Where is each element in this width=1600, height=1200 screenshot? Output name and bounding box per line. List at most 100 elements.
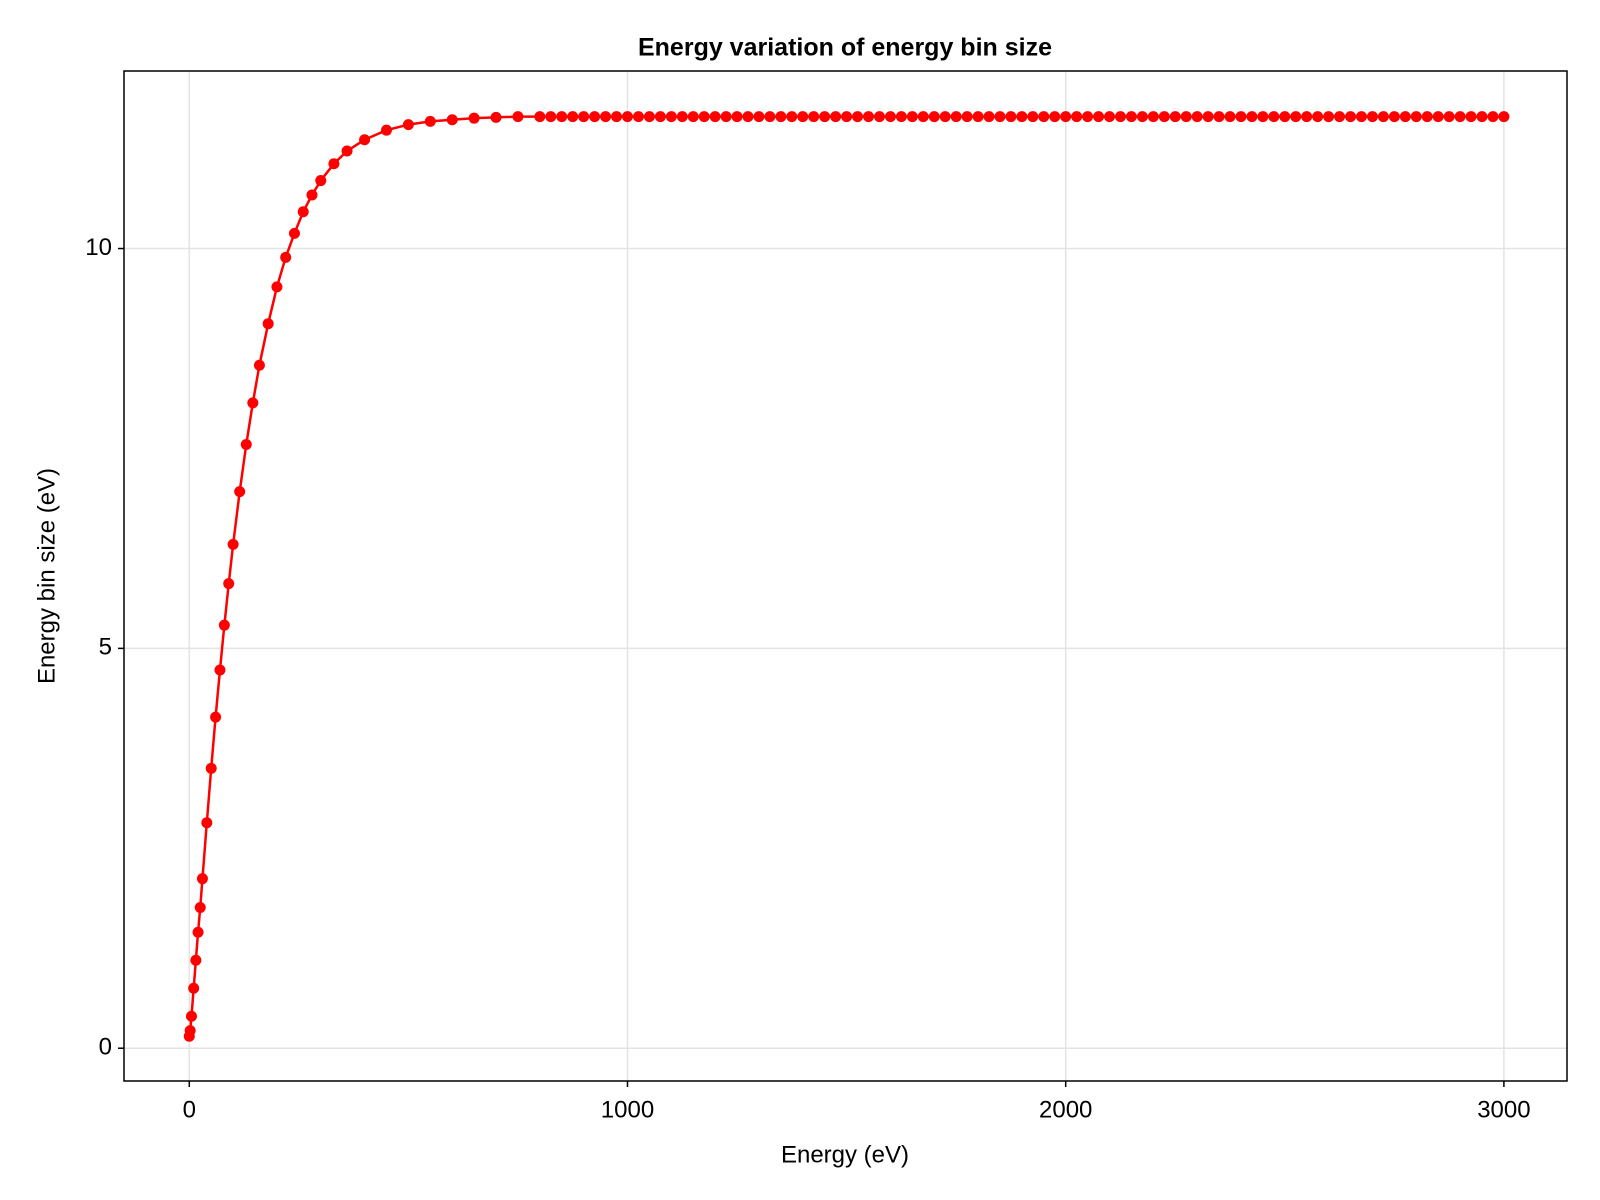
data-point <box>567 111 579 123</box>
data-point <box>328 158 340 170</box>
data-point <box>194 901 206 913</box>
data-point <box>1301 111 1313 123</box>
data-point <box>720 111 732 123</box>
data-point <box>884 111 896 123</box>
data-point <box>234 486 246 498</box>
data-point <box>280 251 292 263</box>
data-point <box>184 1025 196 1037</box>
data-point <box>600 111 612 123</box>
data-point <box>698 111 710 123</box>
data-point <box>297 206 309 218</box>
plot-frame <box>123 70 1568 1082</box>
data-point <box>1498 111 1510 123</box>
data-point <box>928 111 940 123</box>
data-point <box>895 111 907 123</box>
data-point <box>1476 111 1488 123</box>
data-point <box>917 111 929 123</box>
data-point <box>315 175 327 187</box>
data-point <box>1104 111 1116 123</box>
data-point <box>764 111 776 123</box>
data-point <box>1027 111 1039 123</box>
data-point <box>512 111 524 123</box>
data-point <box>247 397 259 409</box>
data-point <box>786 111 798 123</box>
data-point <box>621 111 633 123</box>
y-tick-label: 10 <box>85 234 112 261</box>
data-point <box>214 664 226 676</box>
data-point <box>402 119 414 131</box>
data-point <box>1224 111 1236 123</box>
data-point <box>611 111 623 123</box>
data-point <box>271 281 283 293</box>
data-point <box>1366 111 1378 123</box>
data-point <box>545 111 557 123</box>
data-point <box>205 762 217 774</box>
data-point <box>687 111 699 123</box>
data-point <box>950 111 962 123</box>
x-axis-label: Energy (eV) <box>781 1141 909 1168</box>
data-point <box>1345 111 1357 123</box>
x-tick-label: 1000 <box>601 1096 654 1123</box>
data-point <box>490 111 502 123</box>
data-point <box>556 111 568 123</box>
data-point <box>1388 111 1400 123</box>
data-point <box>753 111 765 123</box>
data-point <box>1147 111 1159 123</box>
data-point <box>1093 111 1105 123</box>
data-point <box>1410 111 1422 123</box>
data-point <box>709 111 721 123</box>
data-point <box>1312 111 1324 123</box>
data-point <box>201 817 213 829</box>
data-point <box>819 111 831 123</box>
y-tick-label: 0 <box>99 1034 112 1061</box>
data-point <box>288 227 300 239</box>
data-point <box>731 111 743 123</box>
data-point <box>468 112 480 124</box>
data-point <box>1114 111 1126 123</box>
data-point <box>589 111 601 123</box>
data-point <box>190 954 202 966</box>
y-tick-label: 5 <box>99 634 112 661</box>
data-point <box>446 114 458 126</box>
data-point <box>1191 111 1203 123</box>
data-point <box>359 134 371 146</box>
data-point <box>1049 111 1061 123</box>
data-point <box>808 111 820 123</box>
data-point <box>841 111 853 123</box>
y-axis-label: Energy bin size (eV) <box>33 468 60 684</box>
data-point <box>939 111 951 123</box>
data-point <box>797 111 809 123</box>
data-line <box>188 115 1504 1037</box>
data-point <box>1180 111 1192 123</box>
data-point <box>534 111 546 123</box>
data-point <box>1355 111 1367 123</box>
data-point <box>1279 111 1291 123</box>
data-point <box>1158 111 1170 123</box>
data-point <box>218 619 230 631</box>
data-point <box>1038 111 1050 123</box>
data-point <box>1202 111 1214 123</box>
data-point <box>1290 111 1302 123</box>
data-point <box>223 578 235 590</box>
chart-title: Energy variation of energy bin size <box>638 34 1052 62</box>
data-point <box>994 111 1006 123</box>
data-point <box>665 111 677 123</box>
data-point <box>654 111 666 123</box>
data-point <box>1268 111 1280 123</box>
data-point <box>341 145 353 157</box>
data-point <box>1334 111 1346 123</box>
data-point <box>1257 111 1269 123</box>
data-point <box>306 189 318 201</box>
data-point <box>188 982 200 994</box>
data-point <box>1136 111 1148 123</box>
data-point <box>210 711 222 723</box>
data-point <box>873 111 885 123</box>
data-point <box>424 115 436 127</box>
data-point <box>961 111 973 123</box>
data-point <box>852 111 864 123</box>
data-point <box>192 926 204 938</box>
x-tick-label: 2000 <box>1039 1096 1092 1123</box>
data-point <box>1005 111 1017 123</box>
